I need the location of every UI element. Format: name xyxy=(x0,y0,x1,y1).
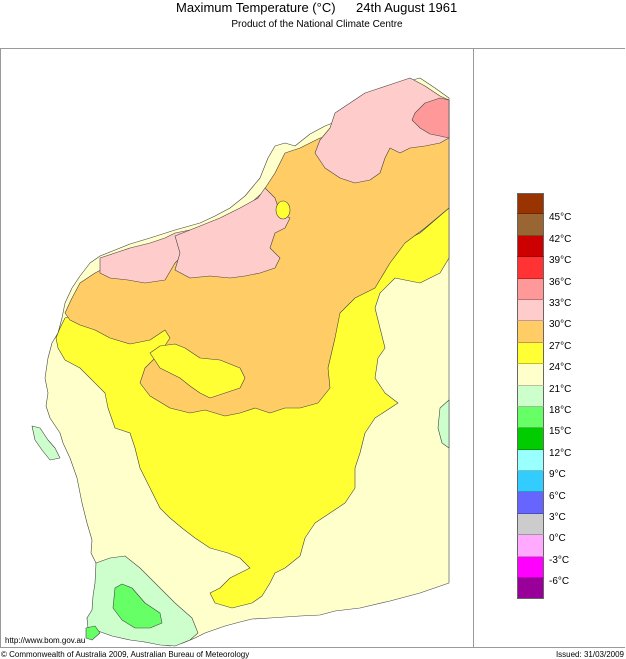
source-url[interactable]: http://www.bom.gov.au xyxy=(5,636,86,645)
color-legend xyxy=(517,193,545,600)
map-frame xyxy=(0,48,625,648)
legend-swatch xyxy=(517,278,544,300)
legend-swatch xyxy=(517,492,544,514)
issued-date: Issued: 31/03/2009 xyxy=(555,650,624,659)
legend-swatch xyxy=(517,535,544,557)
legend-swatch xyxy=(517,406,544,429)
legend-swatch xyxy=(517,342,544,365)
zone-kimberley-pink xyxy=(314,77,450,184)
legend-label: 15°C xyxy=(549,426,572,438)
temperature-map xyxy=(31,77,450,647)
legend-label: 12°C xyxy=(549,447,572,459)
legend-label: 33°C xyxy=(549,298,572,309)
legend-swatch xyxy=(517,321,544,343)
legend-swatch xyxy=(517,193,544,215)
zone-north-coast-pink-central xyxy=(174,187,291,279)
legend-label: 42°C xyxy=(549,233,572,245)
legend-label: 0°C xyxy=(549,533,566,545)
legend-label: 3°C xyxy=(549,512,566,523)
legend-label: 18°C xyxy=(549,405,572,416)
legend-swatch xyxy=(517,556,544,579)
legend-swatch xyxy=(517,299,544,322)
legend-swatch xyxy=(517,235,544,258)
legend-swatch xyxy=(517,471,544,493)
legend-label: 21°C xyxy=(549,383,572,395)
legend-label: 24°C xyxy=(549,362,572,374)
zone-south-west-coldest-cape xyxy=(85,625,101,641)
legend-label: 39°C xyxy=(549,255,572,267)
map-title: Maximum Temperature (°C) xyxy=(176,0,336,15)
legend-swatch xyxy=(517,385,544,407)
legend-swatch xyxy=(517,578,544,600)
legend-label: 27°C xyxy=(549,340,572,352)
legend-label: 9°C xyxy=(549,469,566,481)
legend-swatch xyxy=(517,364,544,386)
zone-kimberley-hot-spot xyxy=(411,97,450,139)
legend-swatch xyxy=(517,513,544,536)
legend-swatch xyxy=(517,449,544,472)
header: Maximum Temperature (°C) 24th August 196… xyxy=(0,0,626,16)
legend-swatch xyxy=(517,428,544,450)
legend-label: 6°C xyxy=(549,490,566,502)
zone-yellow-intrusion xyxy=(149,343,246,399)
subtitle-text: Product of the National Climate Centre xyxy=(231,19,403,30)
legend-label: 36°C xyxy=(549,276,572,288)
zone-east-edge-mint xyxy=(437,399,450,449)
zone-yellow-blob-north xyxy=(275,200,291,220)
legend-swatch xyxy=(517,257,544,279)
legend-swatch xyxy=(517,214,544,236)
frame-divider xyxy=(473,48,474,648)
zone-west-coast-mint xyxy=(31,425,61,461)
legend-label: 45°C xyxy=(549,212,572,224)
map-subtitle: Product of the National Climate Centre xyxy=(0,19,626,30)
zone-south-west-coldest xyxy=(112,583,163,629)
copyright-notice: © Commonwealth of Australia 2009, Austra… xyxy=(1,650,250,659)
map-date: 24th August 1961 xyxy=(356,0,458,15)
legend-label: -6°C xyxy=(549,576,570,588)
legend-label: 30°C xyxy=(549,319,572,331)
legend-label: -3°C xyxy=(549,554,570,566)
